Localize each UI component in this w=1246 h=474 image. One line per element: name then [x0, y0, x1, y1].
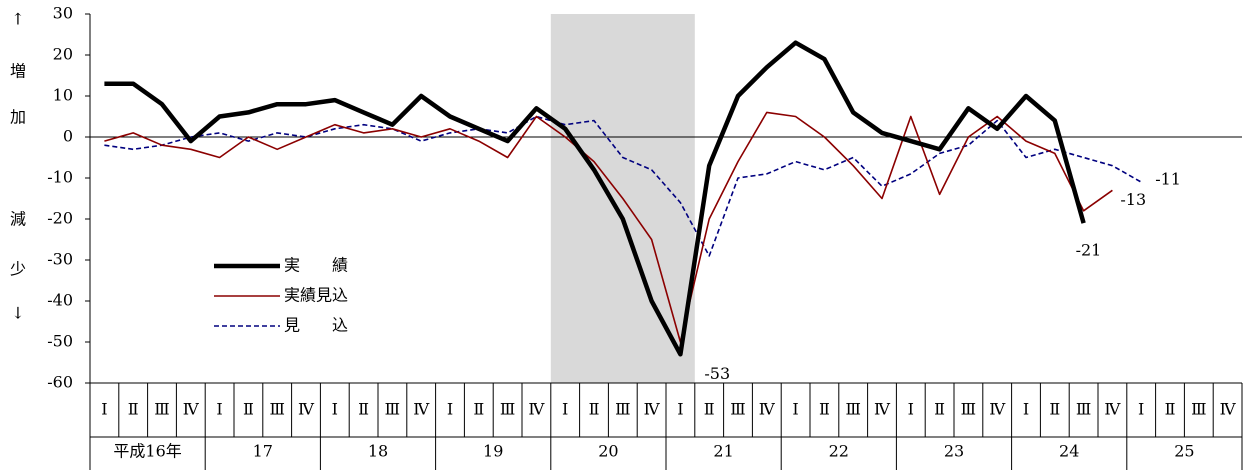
y-axis-label: 増 — [10, 62, 26, 81]
x-tick-label: Ⅱ — [473, 400, 484, 419]
y-tick-label: -10 — [47, 168, 73, 187]
legend-label: 見 込 — [284, 316, 348, 335]
year-label: 22 — [829, 442, 849, 461]
y-tick-label: -30 — [47, 250, 73, 269]
y-tick-label: -40 — [47, 291, 73, 310]
x-tick-label: Ⅳ — [298, 400, 315, 419]
x-tick-label: Ⅰ — [562, 400, 568, 419]
x-tick-label: Ⅰ — [332, 400, 338, 419]
x-tick-label: Ⅲ — [500, 400, 515, 419]
year-label: 25 — [1174, 442, 1194, 461]
x-tick-label: Ⅳ — [413, 400, 430, 419]
y-axis-label: 少 — [10, 260, 26, 279]
x-tick-label: Ⅱ — [589, 400, 600, 419]
x-tick-label: Ⅱ — [934, 400, 945, 419]
x-tick-label: Ⅳ — [1220, 400, 1237, 419]
x-tick-label: Ⅰ — [216, 400, 222, 419]
x-tick-label: Ⅳ — [989, 400, 1006, 419]
year-label: 20 — [598, 442, 618, 461]
y-axis-label: ↓ — [11, 304, 24, 323]
x-tick-label: Ⅳ — [759, 400, 776, 419]
year-label: 21 — [713, 442, 733, 461]
y-tick-label: -50 — [47, 332, 73, 351]
x-tick-label: Ⅰ — [1023, 400, 1029, 419]
x-tick-label: Ⅱ — [819, 400, 830, 419]
x-tick-label: Ⅲ — [1076, 400, 1091, 419]
x-tick-label: Ⅲ — [845, 400, 860, 419]
x-tick-label: Ⅰ — [1138, 400, 1144, 419]
y-tick-label: -20 — [47, 209, 73, 228]
x-tick-label: Ⅱ — [704, 400, 715, 419]
year-label: 17 — [253, 442, 273, 461]
legend-label: 実績見込 — [284, 286, 348, 305]
x-tick-label: Ⅰ — [677, 400, 683, 419]
x-tick-label: Ⅲ — [154, 400, 169, 419]
x-tick-label: Ⅲ — [1191, 400, 1206, 419]
value-label: -53 — [704, 364, 730, 383]
x-tick-label: Ⅱ — [243, 400, 254, 419]
x-tick-label: Ⅱ — [1165, 400, 1176, 419]
x-tick-label: Ⅱ — [358, 400, 369, 419]
y-tick-label: -60 — [47, 373, 73, 392]
year-label: 18 — [368, 442, 388, 461]
y-axis-label: ↑ — [11, 10, 24, 29]
y-tick-label: 10 — [53, 86, 73, 105]
x-tick-label: Ⅳ — [1104, 400, 1121, 419]
x-tick-label: Ⅳ — [528, 400, 545, 419]
x-tick-label: Ⅲ — [961, 400, 976, 419]
x-tick-label: Ⅳ — [874, 400, 891, 419]
y-axis-label: 加 — [10, 108, 26, 127]
year-label: 19 — [483, 442, 503, 461]
series-line — [104, 111, 1113, 343]
series-line — [104, 40, 1086, 357]
x-tick-label: Ⅰ — [908, 400, 914, 419]
x-tick-label: Ⅳ — [644, 400, 661, 419]
x-tick-label: Ⅲ — [385, 400, 400, 419]
y-tick-label: 0 — [63, 127, 73, 146]
x-tick-label: Ⅰ — [447, 400, 453, 419]
value-label: -21 — [1076, 241, 1102, 260]
x-tick-label: Ⅲ — [730, 400, 745, 419]
x-tick-label: Ⅰ — [101, 400, 107, 419]
x-tick-label: Ⅲ — [615, 400, 630, 419]
x-tick-label: Ⅰ — [792, 400, 798, 419]
x-tick-label: Ⅳ — [183, 400, 200, 419]
value-label: -13 — [1120, 190, 1146, 209]
legend-label: 実 績 — [284, 256, 348, 275]
x-tick-label: Ⅱ — [128, 400, 139, 419]
y-tick-label: 30 — [53, 4, 73, 23]
y-axis-label: 減 — [10, 210, 26, 229]
x-tick-label: Ⅲ — [269, 400, 284, 419]
value-label: -11 — [1155, 170, 1181, 189]
year-label: 平成16年 — [113, 442, 181, 461]
series-line — [104, 115, 1142, 257]
year-label: 23 — [944, 442, 964, 461]
x-tick-label: Ⅱ — [1049, 400, 1060, 419]
y-tick-label: 20 — [53, 45, 73, 64]
year-label: 24 — [1059, 442, 1079, 461]
